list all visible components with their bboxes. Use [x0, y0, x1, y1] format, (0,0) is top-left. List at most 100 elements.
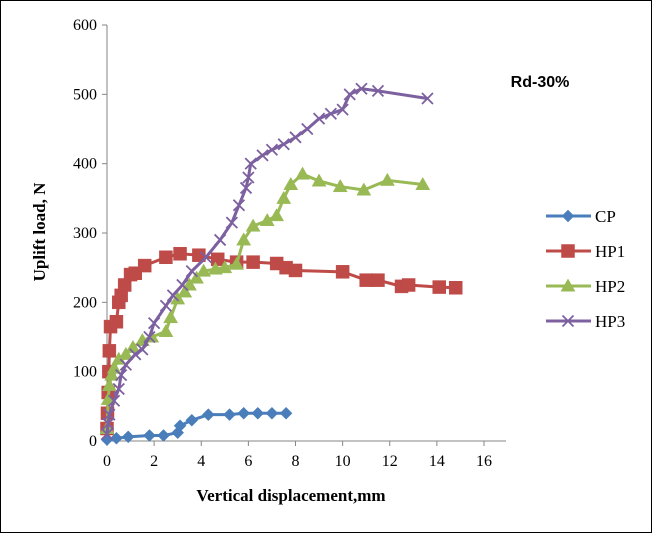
- x-tick-label: 2: [150, 453, 158, 470]
- legend-item-cp: CP: [546, 207, 616, 226]
- data-point-hp3: [312, 112, 326, 125]
- data-point-hp1: [210, 252, 225, 267]
- legend-item-hp2: HP2: [546, 277, 625, 296]
- data-point-hp2: [283, 176, 299, 190]
- data-point-hp2: [229, 256, 245, 270]
- data-point-hp1: [173, 247, 187, 261]
- series-cp: [100, 406, 293, 446]
- series-hp2: [99, 166, 431, 435]
- data-point-hp1: [288, 263, 303, 278]
- data-point-hp3: [119, 358, 132, 371]
- data-point-hp1: [246, 255, 260, 269]
- data-point-hp3: [136, 343, 149, 356]
- data-point-cp: [143, 429, 156, 442]
- plot-area: 0 100 200 300 400 500 600 0 2 4 6 8 10 12 14 16: [73, 17, 506, 470]
- x-tick-label: 4: [197, 453, 205, 470]
- data-point-hp3: [225, 216, 239, 229]
- data-point-hp2: [245, 218, 261, 232]
- data-point-hp2: [217, 260, 233, 274]
- data-point-hp1: [335, 265, 350, 279]
- data-point-hp3: [239, 181, 253, 195]
- data-point-hp2: [182, 277, 197, 291]
- data-point-hp3: [277, 138, 290, 151]
- data-point-hp3: [107, 394, 121, 407]
- data-point-cp: [279, 406, 293, 420]
- y-axis-title: Uplift load, N: [30, 182, 49, 281]
- x-tick-label: 8: [292, 453, 300, 470]
- legend-item-hp3: HP3: [546, 312, 625, 331]
- data-point-hp3: [143, 330, 156, 344]
- legend-marker-cp: [561, 209, 575, 223]
- data-point-hp3: [185, 264, 198, 278]
- data-point-hp1: [371, 273, 385, 287]
- y-tick-label: 200: [73, 294, 97, 311]
- legend: CP HP1 HP2 HP3: [546, 207, 625, 331]
- data-point-hp2: [379, 172, 395, 186]
- data-point-cp: [121, 430, 135, 444]
- data-point-hp3: [115, 368, 128, 382]
- x-tick-label: 14: [429, 453, 445, 470]
- legend-label-hp2: HP2: [595, 277, 625, 296]
- data-point-hp3: [112, 382, 125, 396]
- y-tick-label: 0: [89, 433, 97, 450]
- data-point-cp: [185, 413, 199, 427]
- data-point-hp1: [432, 280, 446, 294]
- data-point-hp2: [170, 291, 186, 305]
- x-axis-title: Vertical displacement,mm: [196, 486, 385, 505]
- x-tick-label: 16: [476, 453, 492, 470]
- x-tick-label: 10: [335, 453, 351, 470]
- data-point-hp3: [336, 103, 349, 116]
- data-point-hp3: [421, 92, 434, 105]
- data-point-cp: [265, 406, 279, 420]
- y-tick-label: 300: [73, 225, 97, 242]
- data-point-hp2: [311, 173, 327, 187]
- data-point-cp: [100, 433, 114, 446]
- legend-label-hp1: HP1: [595, 242, 625, 261]
- data-point-hp3: [232, 199, 246, 212]
- data-point-cp: [223, 408, 236, 422]
- data-point-hp2: [196, 263, 212, 277]
- data-point-cp: [173, 419, 187, 433]
- data-point-cp: [157, 429, 170, 442]
- data-point-cp: [237, 406, 251, 420]
- y-tick-label: 500: [73, 86, 97, 103]
- data-point-hp1: [102, 344, 117, 358]
- data-point-hp3: [289, 131, 302, 144]
- data-point-hp2: [158, 323, 174, 337]
- data-point-hp3: [129, 348, 142, 361]
- data-point-hp2: [118, 346, 134, 360]
- data-point-hp3: [301, 122, 314, 136]
- data-point-hp2: [236, 232, 252, 246]
- data-point-hp2: [163, 310, 179, 324]
- data-point-hp3: [355, 82, 368, 95]
- legend-marker-hp3: [561, 314, 575, 328]
- series-hp1: [100, 247, 463, 436]
- data-point-hp3: [265, 143, 279, 156]
- data-point-hp3: [176, 278, 189, 292]
- legend-marker-hp1: [561, 244, 575, 258]
- y-tick-label: 600: [73, 17, 97, 34]
- data-point-cp: [201, 408, 215, 422]
- legend-label-hp3: HP3: [595, 312, 625, 331]
- data-point-hp2: [189, 270, 204, 284]
- series-line-hp3: [105, 87, 428, 435]
- data-point-hp2: [276, 190, 292, 204]
- data-point-hp3: [147, 316, 161, 330]
- data-point-hp3: [213, 233, 227, 247]
- series-line-hp2: [105, 172, 423, 429]
- data-point-hp2: [415, 176, 431, 190]
- data-point-hp2: [101, 378, 117, 392]
- data-point-hp1: [192, 248, 206, 262]
- data-point-hp3: [242, 171, 255, 184]
- data-point-hp2: [177, 284, 193, 298]
- data-point-hp1: [159, 250, 173, 265]
- data-point-hp3: [343, 88, 356, 101]
- data-point-cp: [251, 406, 265, 420]
- data-point-hp2: [356, 182, 372, 196]
- data-point-hp1: [109, 314, 124, 329]
- legend-label-cp: CP: [595, 207, 616, 226]
- data-point-hp3: [103, 408, 116, 421]
- x-tick-label: 12: [382, 453, 398, 470]
- data-point-hp3: [324, 107, 337, 120]
- data-point-hp1: [359, 273, 373, 287]
